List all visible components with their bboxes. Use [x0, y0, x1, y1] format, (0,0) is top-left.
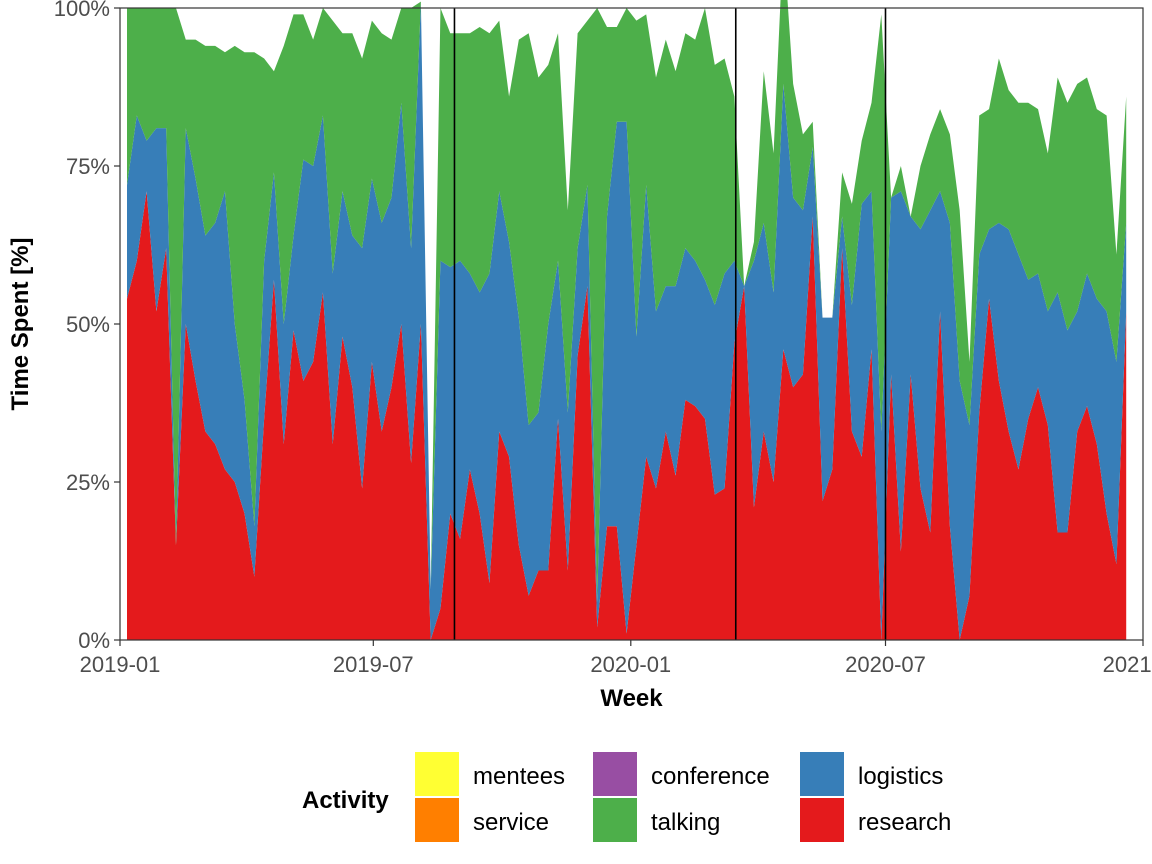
- x-axis: 2019-01 2019-07 2020-01 2020-07 2021-01: [80, 640, 1152, 677]
- area-logistics: [127, 1, 1127, 641]
- y-tick-label: 75%: [66, 154, 110, 179]
- legend-key-mentees: [415, 752, 459, 796]
- legend-key-logistics: [800, 752, 844, 796]
- y-axis-title: Time Spent [%]: [7, 238, 34, 411]
- y-tick-label: 0%: [78, 628, 110, 653]
- stacked-areas: [127, 0, 1127, 641]
- area-research: [127, 191, 1127, 640]
- legend-label-talking: talking: [651, 809, 720, 836]
- x-tick-label: 2019-01: [80, 652, 161, 677]
- legend-label-mentees: mentees: [473, 763, 565, 790]
- legend-key-service: [415, 798, 459, 842]
- area-talking: [127, 0, 1127, 603]
- y-axis: 0% 25% 50% 75% 100%: [54, 0, 120, 653]
- legend-key-talking: [593, 798, 637, 842]
- legend-label-service: service: [473, 809, 549, 836]
- x-tick-label: 2019-07: [333, 652, 414, 677]
- y-tick-label: 50%: [66, 312, 110, 337]
- legend: Activity mentees service conference talking…: [302, 752, 951, 842]
- y-tick-label: 25%: [66, 470, 110, 495]
- x-tick-label: 2020-07: [845, 652, 926, 677]
- x-tick-label: 2020-01: [590, 652, 671, 677]
- x-tick-label: 2021-01: [1103, 652, 1152, 677]
- legend-label-logistics: logistics: [858, 763, 943, 790]
- legend-label-research: research: [858, 809, 951, 836]
- legend-label-conference: conference: [651, 763, 770, 790]
- reference-lines: [453, 8, 887, 640]
- legend-title: Activity: [302, 787, 389, 814]
- legend-key-research: [800, 798, 844, 842]
- legend-key-conference: [593, 752, 637, 796]
- x-axis-title: Week: [600, 685, 663, 712]
- y-tick-label: 100%: [54, 0, 110, 21]
